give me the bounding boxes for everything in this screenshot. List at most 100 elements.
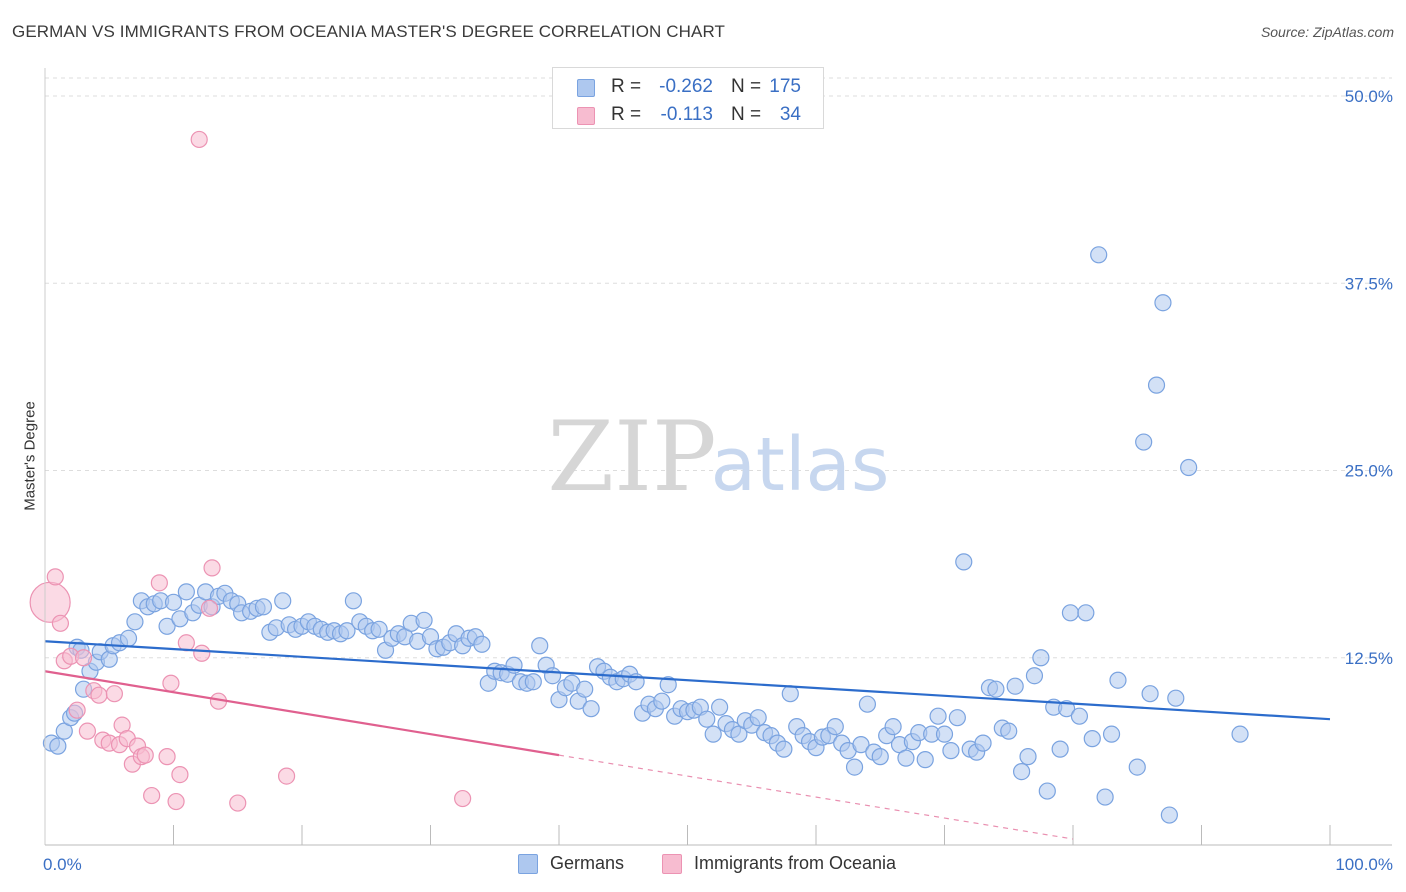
germans-point-129 <box>858 695 877 713</box>
germans-point-23 <box>177 583 195 601</box>
germans-point-38 <box>274 592 292 610</box>
germans-point-131 <box>871 748 889 766</box>
oceania-point-25 <box>171 765 189 784</box>
y-tick-label-3: 50.0% <box>1345 87 1393 106</box>
oceania-point-30 <box>203 559 221 577</box>
n-label: N = <box>731 104 762 125</box>
germans-point-172 <box>1147 376 1166 394</box>
x-tick-label-1: 100.0% <box>1335 855 1393 874</box>
oceania-point-33 <box>277 767 296 785</box>
oceania-point-7 <box>78 722 97 740</box>
germans-point-140 <box>929 707 947 725</box>
germans-point-160 <box>1057 700 1076 718</box>
oceania-points <box>29 130 472 812</box>
oceania-point-34 <box>454 789 472 808</box>
germans-point-60 <box>415 611 433 629</box>
gridlines <box>45 77 1392 659</box>
germans-point-117 <box>781 685 799 703</box>
germans-point-169 <box>1128 758 1146 776</box>
germans-point-14 <box>119 629 138 647</box>
y-tick-label-0: 12.5% <box>1345 649 1393 668</box>
legend-row-oceania: R = -0.113 N = 34 <box>553 100 823 128</box>
n-value: 175 <box>769 76 801 97</box>
oceania-point-28 <box>193 644 211 662</box>
germans-point-171 <box>1141 685 1159 703</box>
germans-point-133 <box>884 718 902 736</box>
germans-swatch <box>518 854 538 874</box>
legend-row-germans: R = -0.262 N = 175 <box>553 72 823 100</box>
n-value: 34 <box>779 104 801 125</box>
oceania-point-6 <box>74 649 93 667</box>
r-label: R = <box>611 104 642 125</box>
germans-point-20 <box>158 617 176 635</box>
germans-point-48 <box>338 622 356 640</box>
watermark-atlas: atlas <box>711 422 890 508</box>
germans-point-128 <box>852 736 870 754</box>
germans-point-167 <box>1102 725 1121 743</box>
trend-lines <box>44 640 1331 840</box>
germans-point-173 <box>1154 294 1172 312</box>
germans-point-175 <box>1167 689 1185 707</box>
germans-point-161 <box>1061 604 1080 622</box>
oceania-point-1 <box>46 568 64 586</box>
chart-title: GERMAN VS IMMIGRANTS FROM OCEANIA MASTER… <box>12 22 726 41</box>
oceania-point-29 <box>200 599 219 617</box>
germans-point-166 <box>1096 788 1114 806</box>
oceania-trend-line <box>44 670 560 757</box>
germans-point-177 <box>1231 725 1249 743</box>
germans-point-138 <box>916 751 934 769</box>
germans-points <box>42 246 1249 824</box>
r-value: -0.262 <box>659 76 713 97</box>
germans-point-154 <box>1019 748 1037 766</box>
oceania-point-24 <box>167 792 185 811</box>
germans-point-106 <box>711 698 729 716</box>
oceania-point-20 <box>143 786 161 805</box>
germans-point-174 <box>1160 806 1178 824</box>
germans-swatch <box>577 79 595 97</box>
legend-label: Germans <box>550 853 625 873</box>
watermark-zip: ZIP <box>547 401 716 513</box>
germans-point-15 <box>126 613 144 631</box>
germans-point-157 <box>1038 782 1056 800</box>
germans-point-152 <box>1006 677 1024 695</box>
germans-point-170 <box>1135 433 1153 451</box>
germans-point-77 <box>524 673 542 691</box>
germans-point-78 <box>531 637 549 655</box>
germans-point-165 <box>1090 246 1108 264</box>
x-tick-labels: 0.0% 100.0% <box>43 855 1393 874</box>
oceania-trend-extension <box>558 754 1074 840</box>
germans-point-159 <box>1051 740 1069 758</box>
oceania-point-2 <box>51 614 70 632</box>
axes <box>44 68 1392 846</box>
oceania-point-19 <box>136 746 154 764</box>
germans-point-155 <box>1025 667 1044 685</box>
germans-point-168 <box>1109 671 1127 689</box>
y-tick-label-2: 37.5% <box>1345 274 1393 293</box>
germans-trend-line <box>44 640 1331 721</box>
germans-point-85 <box>576 680 594 698</box>
oceania-point-26 <box>177 634 195 652</box>
oceania-point-32 <box>229 794 247 812</box>
x-tick-label-0: 0.0% <box>43 855 82 874</box>
series-legend: Germans Immigrants from Oceania <box>0 852 1406 878</box>
germans-point-124 <box>826 718 844 736</box>
oceania-point-21 <box>150 574 168 592</box>
germans-point-35 <box>254 598 273 616</box>
source-label: Source: ZipAtlas.com <box>1260 24 1394 40</box>
germans-point-144 <box>955 553 973 571</box>
oceania-point-12 <box>105 685 123 703</box>
germans-point-69 <box>473 635 491 653</box>
correlation-legend: R = -0.262 N = 175 R = -0.113 N = 34 <box>552 67 824 129</box>
germans-point-49 <box>344 592 362 610</box>
oceania-point-23 <box>162 674 180 692</box>
germans-point-141 <box>935 725 954 743</box>
germans-point-142 <box>942 742 960 760</box>
oceania-point-22 <box>158 748 176 766</box>
germans-point-147 <box>974 734 992 752</box>
germans-point-104 <box>698 710 716 728</box>
germans-point-116 <box>775 740 793 758</box>
oceania-point-9 <box>90 686 108 704</box>
oceania-swatch <box>577 107 595 125</box>
germans-point-1 <box>49 737 67 755</box>
